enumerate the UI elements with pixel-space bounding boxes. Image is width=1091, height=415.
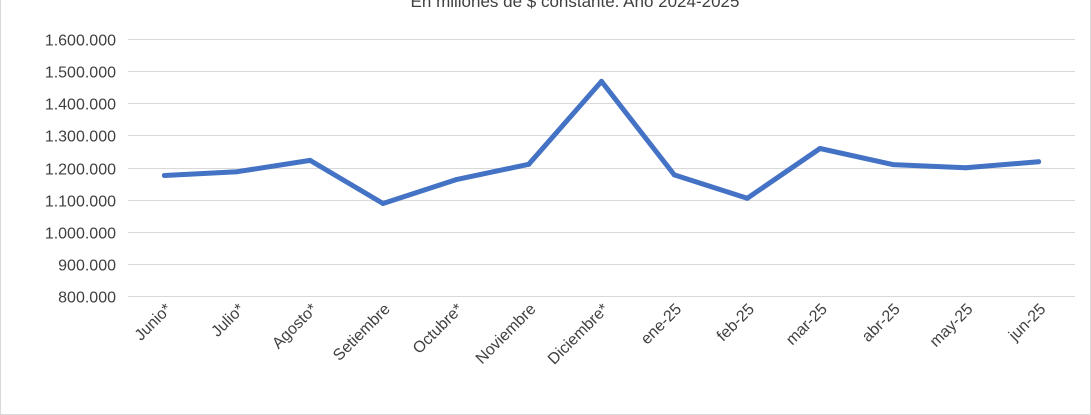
- y-tick-label: 1.200.000: [45, 162, 116, 179]
- y-tick-label: 900.000: [58, 258, 116, 275]
- data-point: [963, 165, 969, 171]
- data-point: [817, 146, 823, 151]
- y-axis-tick-labels: 800.000 900.000 1.000.000 1.100.000 1.200.00…: [45, 33, 116, 307]
- x-tick-label: may-25: [927, 301, 977, 351]
- data-point: [380, 201, 386, 206]
- x-tick-label: abr-25: [859, 301, 904, 346]
- data-point: [161, 173, 167, 178]
- series-line: [161, 78, 1042, 206]
- x-tick-label: Junio*: [132, 301, 175, 344]
- y-tick-label: 1.500.000: [45, 65, 116, 82]
- data-point: [234, 169, 240, 175]
- data-point: [453, 177, 459, 183]
- data-point: [307, 157, 313, 163]
- x-axis-tick-labels: Junio* Julio* Agosto* Setiembre Octubre* Novi…: [132, 301, 1050, 368]
- y-tick-label: 1.600.000: [45, 33, 116, 50]
- x-tick-label: Agosto*: [269, 301, 321, 353]
- chart-subtitle: En millones de $ constante. Año 2024-202…: [411, 0, 740, 11]
- x-tick-label: Julio*: [208, 301, 248, 341]
- gridlines: [128, 39, 1075, 297]
- data-point: [671, 172, 677, 178]
- x-tick-label: Setiembre: [330, 301, 394, 365]
- x-tick-label: jun-25: [1005, 301, 1049, 345]
- y-tick-label: 1.300.000: [45, 129, 116, 146]
- data-point: [599, 78, 604, 84]
- data-point: [526, 161, 532, 167]
- x-tick-label: mar-25: [783, 301, 831, 349]
- x-tick-label: Diciembre*: [545, 301, 612, 368]
- y-tick-label: 1.100.000: [45, 194, 116, 211]
- data-point: [1036, 159, 1042, 165]
- series-layer: [161, 78, 1042, 206]
- y-tick-label: 800.000: [58, 290, 116, 307]
- y-tick-label: 1.400.000: [45, 97, 116, 114]
- y-tick-label: 1.000.000: [45, 226, 116, 243]
- x-tick-label: ene-25: [638, 301, 685, 348]
- x-tick-label: feb-25: [714, 301, 758, 345]
- data-point: [890, 162, 896, 168]
- data-point: [744, 195, 750, 201]
- x-tick-label: Noviembre: [473, 301, 540, 368]
- x-tick-label: Octubre*: [410, 301, 467, 358]
